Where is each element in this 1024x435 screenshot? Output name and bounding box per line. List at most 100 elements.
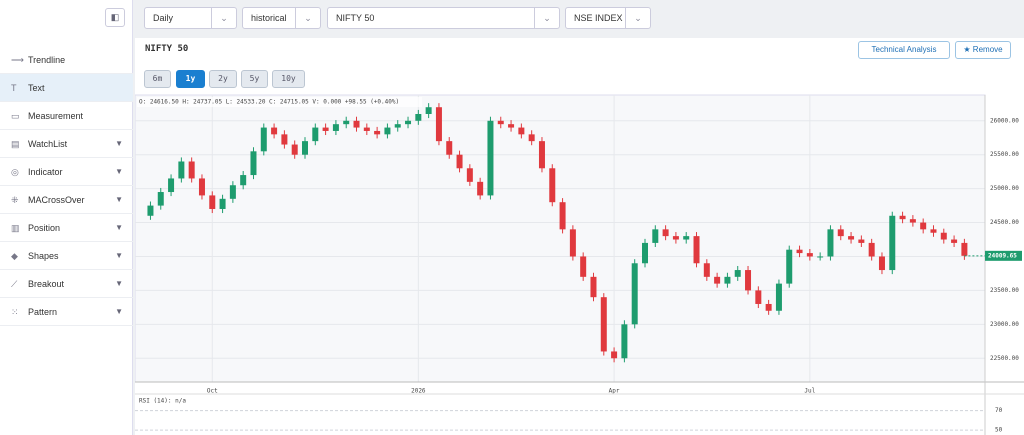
- sidebar: ◧ ⟶ Trendline T Text ▭ Measurement ▤ WatchList ▼…: [0, 0, 133, 435]
- candle-body: [497, 120, 504, 125]
- candle-body: [920, 222, 927, 230]
- collapse-button[interactable]: ◧: [105, 8, 125, 27]
- range-button[interactable]: 5y: [241, 70, 268, 88]
- range-button[interactable]: 2y: [209, 70, 237, 88]
- candle-body: [405, 120, 412, 125]
- technical-analysis-button[interactable]: Technical Analysis: [858, 41, 950, 59]
- sidebar-item[interactable]: ⟋ Breakout ▼: [0, 270, 133, 298]
- item-arrow: ▼: [115, 307, 123, 316]
- candle-body: [745, 270, 752, 291]
- item-label: Text: [28, 83, 45, 93]
- range-button[interactable]: 1y: [176, 70, 205, 88]
- exchange-select[interactable]: NSE INDEX ⌄: [565, 7, 651, 29]
- sidebar-item[interactable]: ◎ Indicator ▼: [0, 158, 133, 186]
- chart-title: NIFTY 50: [145, 44, 189, 54]
- ohlc-label: O: 24616.50 H: 24737.05 L: 24533.20 C: 2…: [139, 99, 399, 106]
- candle-body: [755, 290, 762, 304]
- candle-body: [951, 239, 958, 243]
- candle-body: [734, 270, 741, 277]
- candle-body: [302, 141, 308, 155]
- item-label: Indicator: [28, 167, 63, 177]
- x-tick-label: 2026: [411, 388, 426, 395]
- candle-body: [837, 229, 844, 237]
- item-icon: ▭: [11, 111, 20, 121]
- candle-body: [229, 185, 236, 199]
- item-arrow: ▼: [115, 251, 123, 260]
- sidebar-item[interactable]: ▭ Measurement: [0, 102, 133, 130]
- item-icon: ⁙: [11, 307, 19, 317]
- candle-body: [559, 202, 566, 230]
- rsi-tick-label: 70: [995, 407, 1003, 414]
- candle-body: [508, 124, 515, 128]
- candle-body: [703, 263, 710, 277]
- y-tick-label: 23500.00: [990, 287, 1019, 294]
- item-icon: ◆: [11, 251, 18, 261]
- sidebar-item[interactable]: ▥ Position ▼: [0, 214, 133, 242]
- item-label: Shapes: [28, 251, 59, 261]
- candle-body: [580, 256, 587, 277]
- candle-body: [415, 113, 422, 121]
- interval-select[interactable]: Daily ⌄: [144, 7, 237, 29]
- candle-body: [487, 120, 494, 196]
- range-button[interactable]: 10y: [272, 70, 305, 88]
- candle-body: [260, 127, 267, 152]
- item-label: Breakout: [28, 279, 65, 289]
- item-icon: ▥: [11, 223, 20, 233]
- candle-body: [662, 229, 669, 237]
- candle-body: [961, 242, 968, 256]
- candle-body: [858, 239, 865, 243]
- sidebar-item[interactable]: ⟶ Trendline: [0, 46, 133, 74]
- candle-body: [157, 192, 164, 206]
- candle-body: [168, 178, 175, 193]
- rsi-tick-label: 50: [995, 427, 1003, 434]
- rsi-label: RSI (14): n/a: [139, 398, 186, 405]
- sidebar-item[interactable]: T Text: [0, 74, 133, 102]
- item-arrow: ▼: [115, 279, 123, 288]
- candle-body: [312, 127, 319, 142]
- y-tick-label: 24500.00: [990, 219, 1019, 226]
- candle-body: [868, 242, 875, 257]
- candle-body: [765, 303, 772, 311]
- symbol-select[interactable]: NIFTY 50 ⌄: [327, 7, 560, 29]
- mode-select[interactable]: historical ⌄: [242, 7, 321, 29]
- candle-body: [909, 219, 916, 223]
- item-label: Pattern: [28, 307, 58, 317]
- item-label: Measurement: [28, 111, 84, 121]
- ohlc-bg: [137, 97, 422, 107]
- candle-body: [188, 161, 195, 179]
- sidebar-item[interactable]: ◆ Shapes ▼: [0, 242, 133, 270]
- candle-body: [518, 127, 525, 135]
- candle-body: [600, 297, 607, 352]
- candle-body: [621, 324, 628, 359]
- candle-body: [878, 256, 885, 271]
- interval-text: Daily: [153, 13, 174, 23]
- item-arrow: ▼: [115, 223, 123, 232]
- item-arrow: ▼: [115, 139, 123, 148]
- candle-body: [198, 178, 205, 196]
- candle-body: [394, 124, 401, 128]
- candle-body: [446, 141, 453, 155]
- candle-body: [817, 256, 824, 258]
- candle-body: [569, 229, 576, 257]
- candle-body: [683, 236, 690, 240]
- candle-body: [848, 236, 855, 240]
- candle-body: [353, 120, 360, 128]
- candle-body: [611, 351, 618, 359]
- candle-body: [374, 130, 381, 135]
- candle-body: [384, 127, 391, 135]
- candle-body: [147, 205, 154, 216]
- candle-body: [271, 127, 278, 135]
- sidebar-item[interactable]: ⁜ MACrossOver ▼: [0, 186, 133, 214]
- remove-button[interactable]: ★ Remove: [955, 41, 1011, 59]
- symbol-text: NIFTY 50: [336, 13, 375, 23]
- sidebar-item[interactable]: ⁙ Pattern ▼: [0, 298, 133, 326]
- candle-body: [528, 134, 535, 142]
- item-label: Trendline: [28, 55, 66, 65]
- range-button[interactable]: 6m: [144, 70, 171, 88]
- candle-body: [209, 195, 216, 209]
- candle-body: [724, 276, 731, 284]
- sidebar-item[interactable]: ▤ WatchList ▼: [0, 130, 133, 158]
- candle-body: [642, 242, 648, 264]
- item-arrow: ▼: [115, 195, 123, 204]
